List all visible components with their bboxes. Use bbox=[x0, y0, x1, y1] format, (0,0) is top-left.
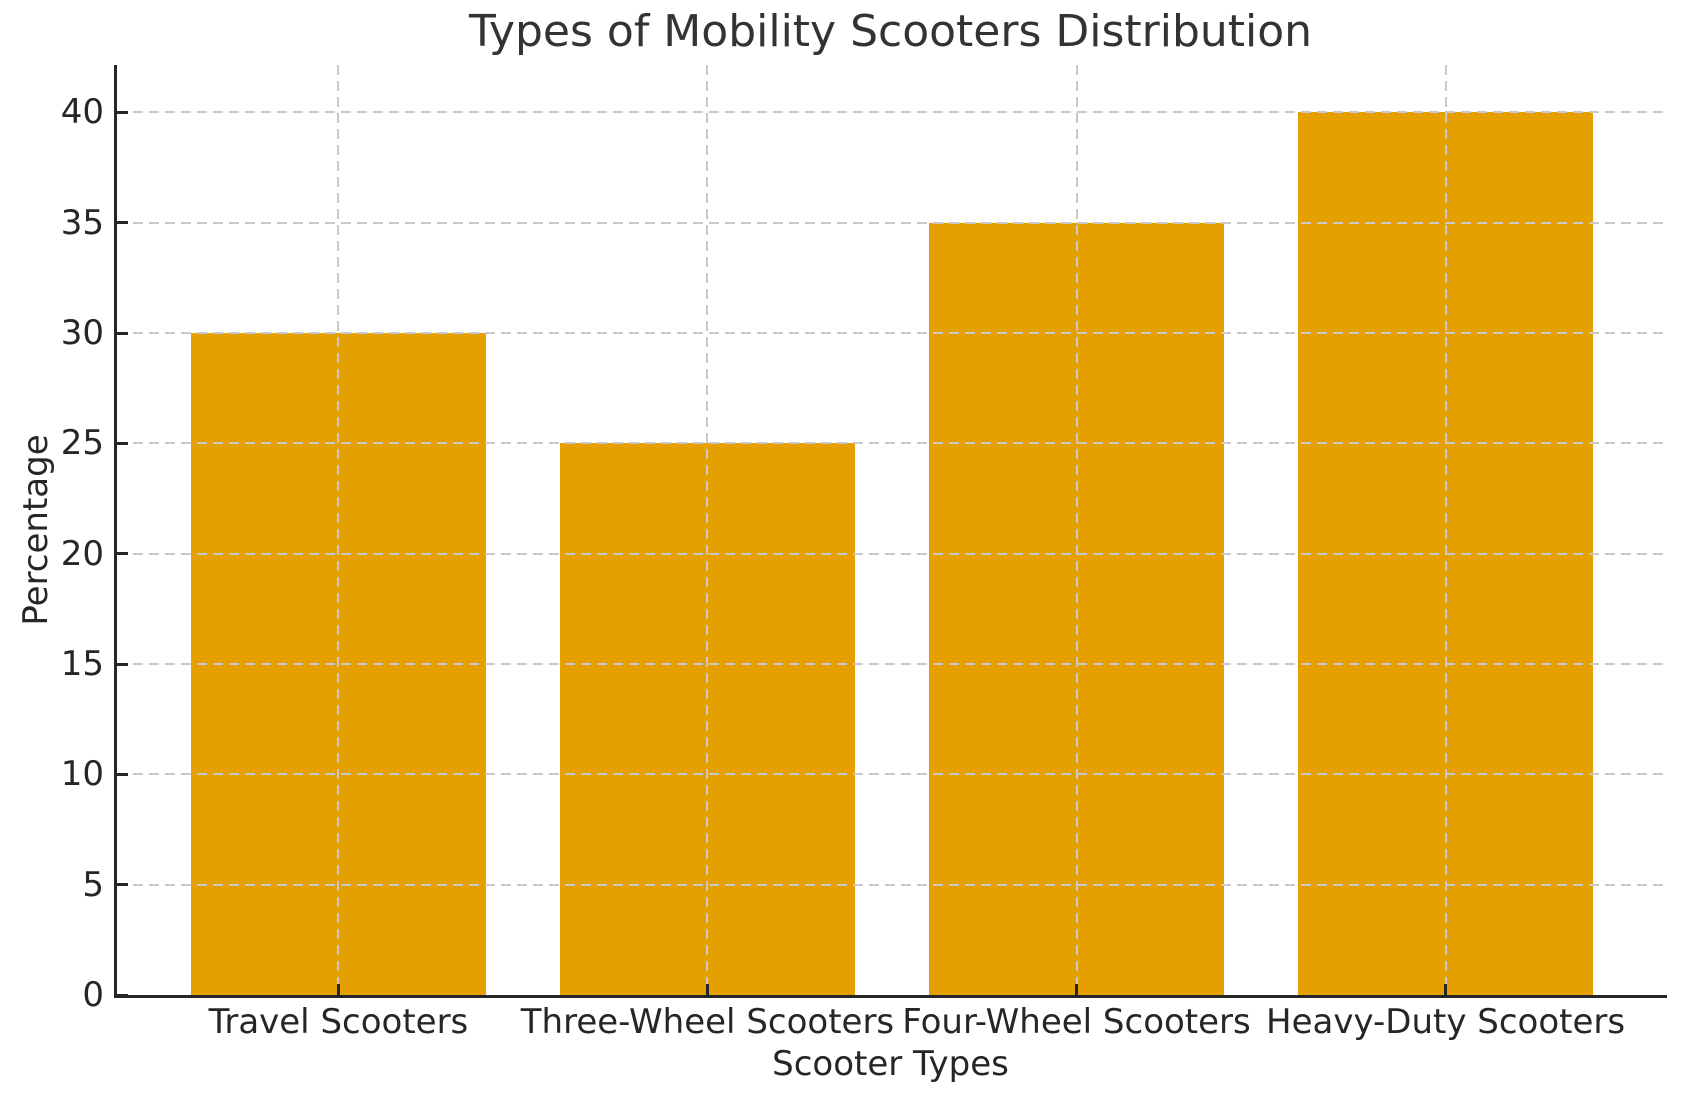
x-tick-mark bbox=[1444, 984, 1448, 995]
y-tick-mark bbox=[117, 772, 128, 776]
gridline-horizontal bbox=[117, 442, 1667, 445]
y-tick-mark bbox=[117, 662, 128, 666]
y-tick-mark bbox=[117, 441, 128, 445]
y-tick-mark bbox=[117, 110, 128, 114]
gridline-horizontal bbox=[117, 663, 1667, 666]
y-tick-label: 30 bbox=[60, 313, 104, 354]
x-tick-label: Travel Scooters bbox=[208, 1002, 469, 1042]
y-tick-label: 25 bbox=[60, 423, 104, 464]
y-tick-label: 35 bbox=[60, 202, 104, 243]
y-tick-label: 5 bbox=[82, 864, 104, 905]
y-tick-label: 20 bbox=[60, 533, 104, 574]
y-tick-mark bbox=[117, 331, 128, 335]
y-tick-label: 10 bbox=[60, 754, 104, 795]
gridline-horizontal bbox=[117, 883, 1667, 886]
gridline-horizontal bbox=[117, 552, 1667, 555]
x-tick-mark bbox=[1075, 984, 1079, 995]
gridline-vertical bbox=[337, 65, 340, 995]
y-tick-mark bbox=[117, 883, 128, 887]
plot-area bbox=[114, 65, 1667, 998]
y-tick-label: 15 bbox=[60, 644, 104, 685]
y-tick-label: 40 bbox=[60, 92, 104, 133]
y-tick-mark bbox=[117, 552, 128, 556]
gridline-vertical bbox=[1075, 65, 1078, 995]
gridline-horizontal bbox=[117, 111, 1667, 114]
x-tick-label: Three-Wheel Scooters bbox=[520, 1002, 895, 1042]
x-tick-mark bbox=[705, 984, 709, 995]
y-tick-mark bbox=[117, 993, 128, 997]
gridline-horizontal bbox=[117, 332, 1667, 335]
gridline-vertical bbox=[1444, 65, 1447, 995]
x-tick-label: Heavy-Duty Scooters bbox=[1266, 1002, 1626, 1042]
gridline-horizontal bbox=[117, 221, 1667, 224]
x-axis-label: Scooter Types bbox=[772, 1044, 1009, 1084]
x-tick-mark bbox=[336, 984, 340, 995]
chart-title: Types of Mobility Scooters Distribution bbox=[468, 6, 1313, 57]
y-tick-mark bbox=[117, 221, 128, 225]
gridline-vertical bbox=[706, 65, 709, 995]
gridline-horizontal bbox=[117, 773, 1667, 776]
x-tick-label: Four-Wheel Scooters bbox=[902, 1002, 1251, 1042]
y-tick-label: 0 bbox=[82, 975, 104, 1015]
